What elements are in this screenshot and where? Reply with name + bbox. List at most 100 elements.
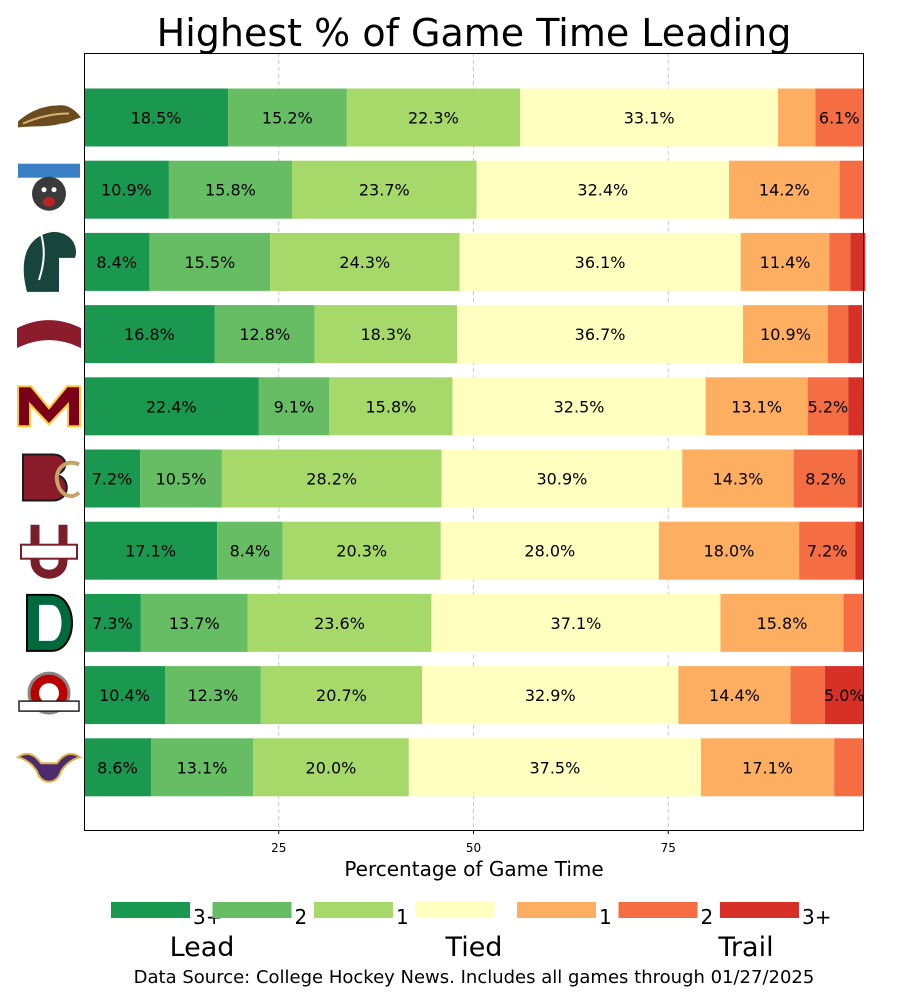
data-label: 8.6% bbox=[97, 758, 138, 777]
data-label: 14.3% bbox=[713, 470, 764, 489]
data-label: 8.2% bbox=[805, 470, 846, 489]
ohio-state-logo: Ohio State bbox=[18, 671, 80, 715]
data-label: 32.4% bbox=[577, 181, 628, 200]
legend-entry-label: 3+ bbox=[802, 905, 831, 929]
bar-segment bbox=[329, 377, 453, 436]
data-label: 18.5% bbox=[131, 109, 182, 128]
legend-entry-label: 2 bbox=[701, 905, 714, 929]
data-label: 10.9% bbox=[101, 181, 152, 200]
bar-segment bbox=[84, 738, 151, 797]
bar-segment bbox=[260, 666, 423, 725]
bar-segment bbox=[408, 738, 701, 797]
bar-row-umass: 17.1% 8.4% 20.3% 28.0% 18.0% 7.2% bbox=[84, 521, 863, 580]
data-label: 14.2% bbox=[759, 181, 810, 200]
legend-entry-label: 2 bbox=[295, 905, 308, 929]
bar-segment bbox=[228, 88, 347, 147]
legend-swatch bbox=[314, 902, 393, 918]
legend-swatch bbox=[618, 902, 698, 918]
data-label: 13.1% bbox=[731, 397, 782, 416]
data-label: 18.0% bbox=[704, 542, 755, 561]
bar-segment bbox=[168, 160, 292, 219]
data-label: 17.1% bbox=[125, 542, 176, 561]
bar-segment bbox=[476, 160, 730, 219]
legend-entry-label: 1 bbox=[396, 905, 409, 929]
data-label: 17.1% bbox=[742, 758, 793, 777]
bar-segment bbox=[221, 449, 442, 508]
data-source-note: Data Source: College Hockey News. Includ… bbox=[134, 967, 815, 988]
bar-segment bbox=[258, 377, 330, 436]
dartmouth-d-logo: Dartmouth bbox=[26, 593, 73, 652]
data-label: 15.8% bbox=[366, 397, 417, 416]
legend-entry-label: 1 bbox=[599, 905, 612, 929]
data-label: 7.2% bbox=[807, 542, 848, 561]
bar-segment bbox=[84, 160, 169, 219]
bar-segment bbox=[140, 593, 248, 652]
denver-wordmark-logo: Denver bbox=[17, 320, 81, 349]
data-label: 32.9% bbox=[525, 686, 576, 705]
data-label: 8.4% bbox=[230, 542, 271, 561]
bar-segment bbox=[743, 305, 828, 364]
bar-segment bbox=[452, 377, 706, 436]
western-michigan-bronco-logo: Western Michigan bbox=[18, 105, 81, 128]
x-axis-label: Percentage of Game Time bbox=[344, 857, 603, 881]
legend-swatch bbox=[415, 902, 495, 918]
data-label: 9.1% bbox=[274, 397, 315, 416]
bar-segment bbox=[807, 377, 849, 436]
bar-segment bbox=[793, 449, 858, 508]
bar-segment bbox=[848, 377, 863, 436]
bar-row-maine: 10.9% 15.8% 23.7% 32.4% 14.2% bbox=[84, 160, 863, 219]
legend-swatch bbox=[517, 902, 596, 918]
bar-segment bbox=[84, 666, 166, 725]
x-tick-label: 50 bbox=[466, 841, 481, 855]
data-label: 22.3% bbox=[408, 109, 459, 128]
bar-segment bbox=[834, 738, 863, 797]
minnesota-m-logo: Minnesota bbox=[17, 385, 81, 428]
data-label: 10.9% bbox=[760, 325, 811, 344]
data-label: 10.4% bbox=[99, 686, 150, 705]
x-tick-label: 25 bbox=[271, 841, 286, 855]
legend-group-label: Trail bbox=[717, 932, 773, 963]
bar-segment bbox=[720, 593, 844, 652]
bar-segment bbox=[84, 593, 141, 652]
data-label: 23.6% bbox=[314, 614, 365, 633]
bar-row-denver: 16.8% 12.8% 18.3% 36.7% 10.9% bbox=[84, 305, 863, 364]
bar-segment bbox=[700, 738, 835, 797]
bar-segment bbox=[740, 232, 830, 291]
bar-segment bbox=[422, 666, 679, 725]
data-label: 7.2% bbox=[92, 470, 133, 489]
legend-swatch bbox=[111, 902, 190, 918]
bar-segment bbox=[346, 88, 521, 147]
legend: 3+ 2 1 1 2 3+Lead Tied Trail bbox=[111, 902, 831, 963]
data-label: 15.8% bbox=[205, 181, 256, 200]
data-label: 28.2% bbox=[306, 470, 357, 489]
bar-segment bbox=[84, 449, 141, 508]
data-label: 37.5% bbox=[529, 758, 580, 777]
bar-segment bbox=[149, 232, 271, 291]
bar-segment bbox=[729, 160, 840, 219]
bar-row-boston-college: 7.2% 10.5% 28.2% 30.9% 14.3% 8.2% bbox=[84, 449, 863, 508]
data-label: 36.1% bbox=[575, 253, 626, 272]
bar-segment bbox=[247, 593, 432, 652]
bar-segment bbox=[291, 160, 477, 219]
legend-group-label: Lead bbox=[170, 932, 235, 963]
data-label: 12.8% bbox=[239, 325, 290, 344]
bar-segment bbox=[314, 305, 458, 364]
minnesota-state-maverick-logo: Minnesota State bbox=[15, 753, 83, 783]
bar-segment bbox=[214, 305, 315, 364]
data-label: 23.7% bbox=[359, 181, 410, 200]
x-tick-label: 75 bbox=[661, 841, 676, 855]
bar-segment bbox=[827, 305, 849, 364]
bar-segment bbox=[84, 521, 218, 580]
legend-swatch bbox=[212, 902, 292, 918]
data-label: 18.3% bbox=[360, 325, 411, 344]
data-label: 16.8% bbox=[124, 325, 175, 344]
bar-segment bbox=[790, 666, 825, 725]
bar-segment bbox=[678, 666, 791, 725]
michigan-state-spartan-logo: Michigan State bbox=[23, 231, 77, 292]
bar-segment bbox=[217, 521, 283, 580]
maine-black-bear-logo: Maine bbox=[18, 163, 80, 211]
data-label: 15.5% bbox=[184, 253, 235, 272]
data-label: 10.5% bbox=[156, 470, 207, 489]
bar-segment bbox=[705, 377, 808, 436]
bar-segment bbox=[520, 88, 779, 147]
